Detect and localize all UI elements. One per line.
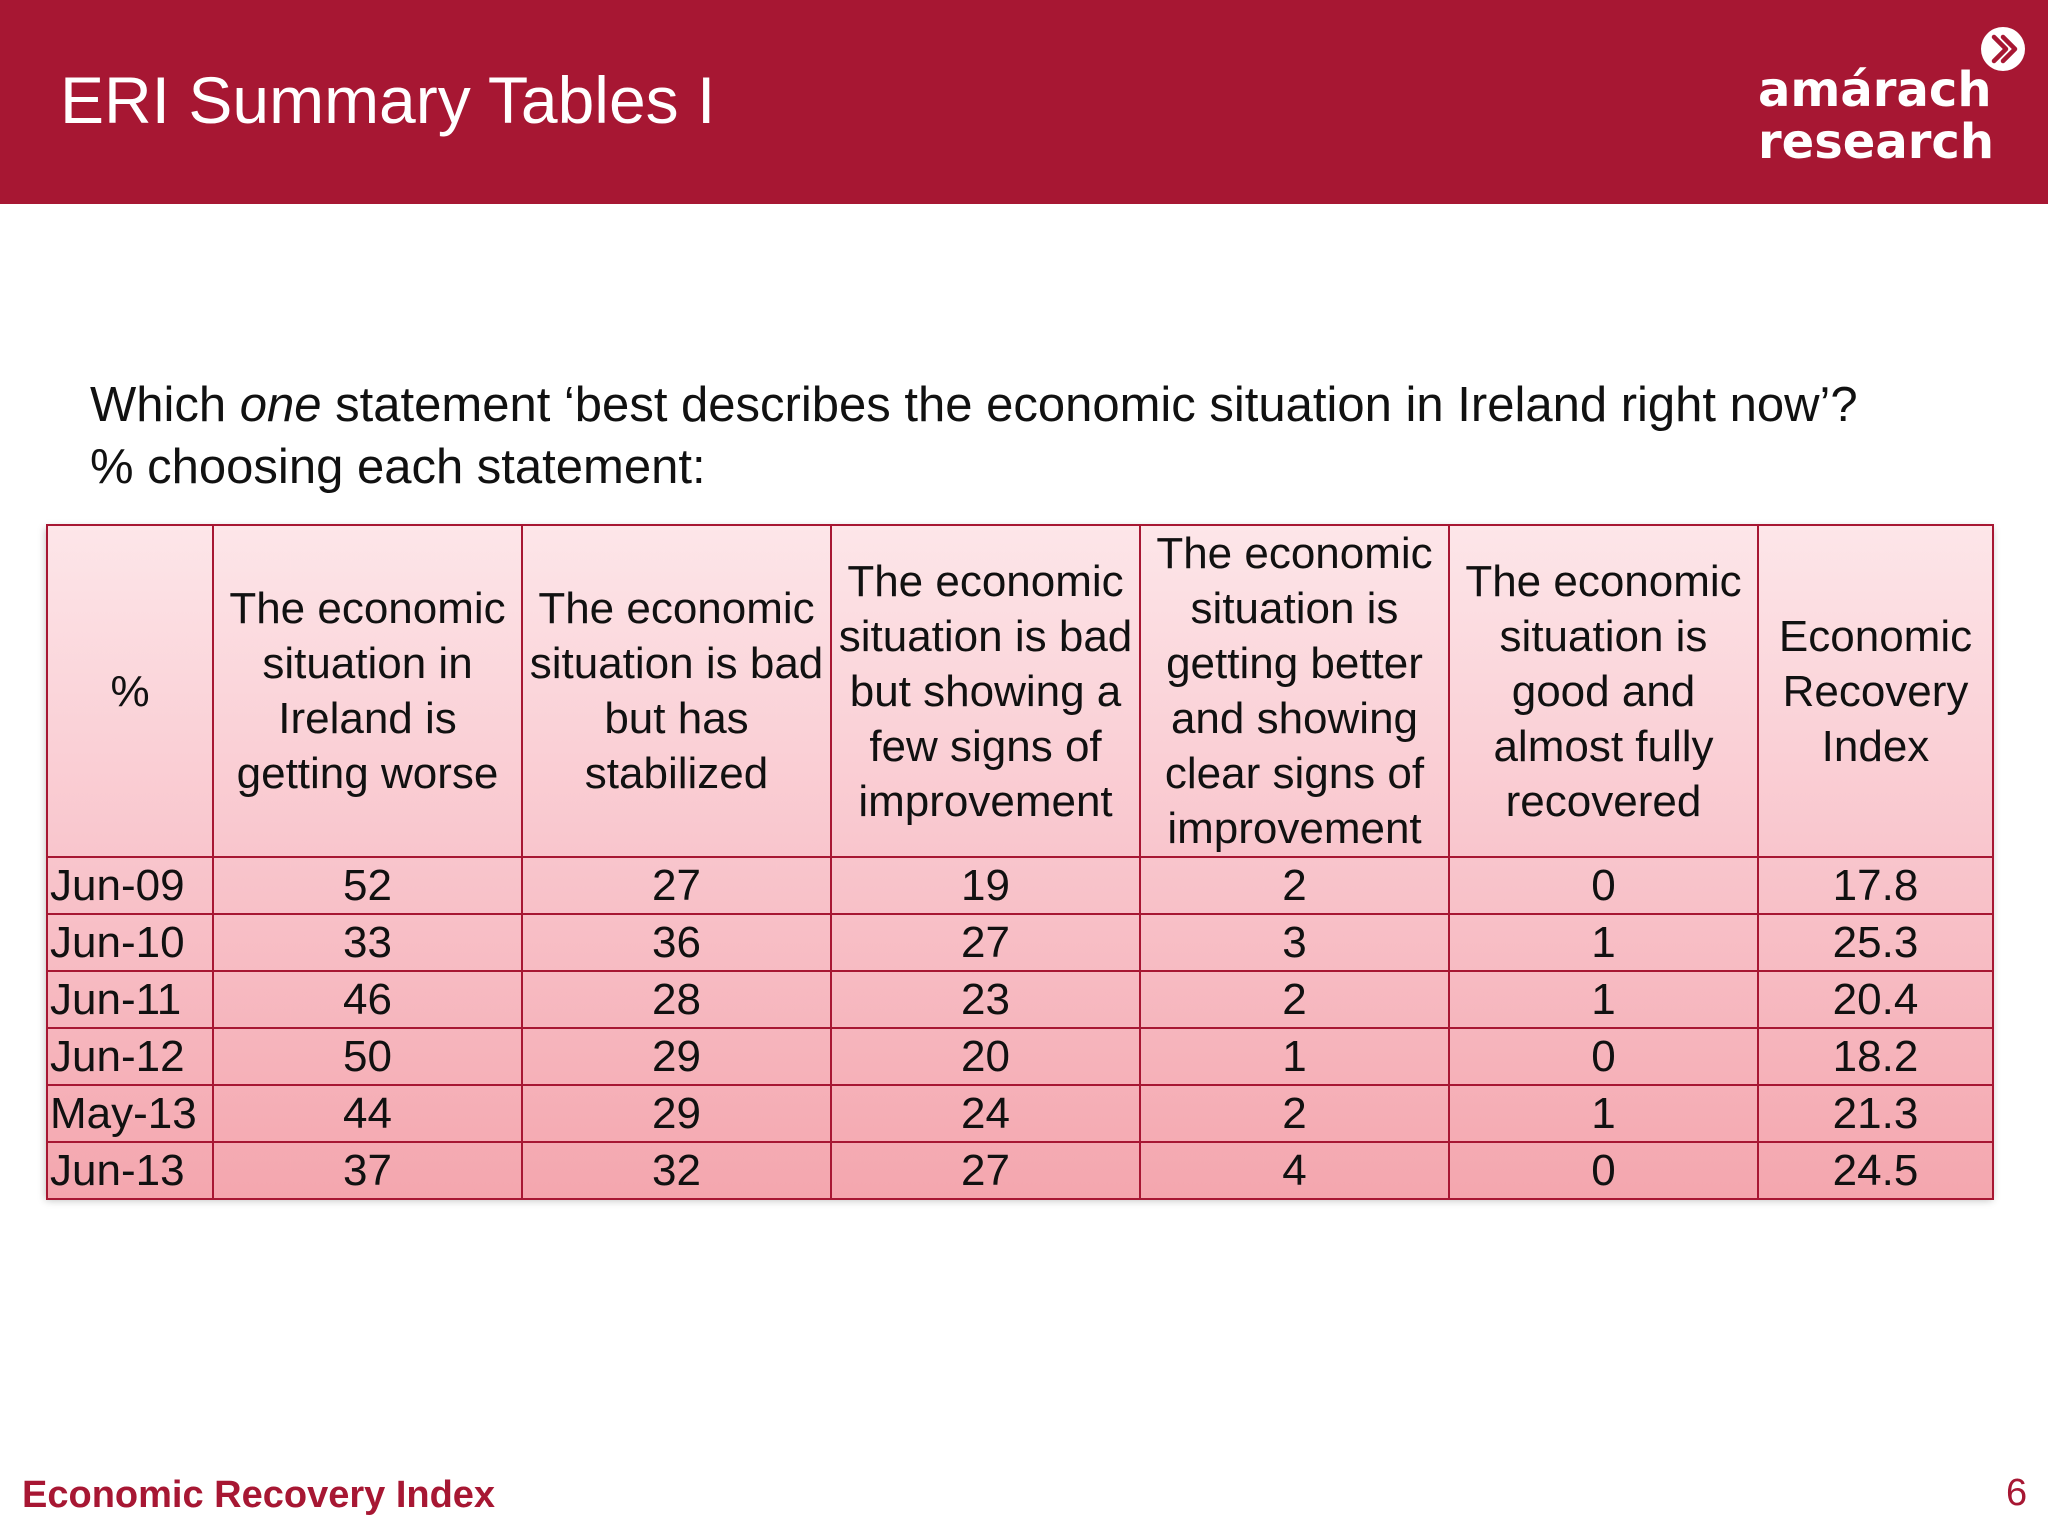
table-cell: 2	[1139, 856, 1450, 915]
table-cell: 20.4	[1757, 970, 1994, 1029]
table-cell: 28	[521, 970, 832, 1029]
question-prefix: Which	[90, 378, 240, 432]
logo-line-2: research	[1758, 114, 1995, 170]
page-number: 6	[2006, 1472, 2028, 1514]
table-cell: 17.8	[1757, 856, 1994, 915]
table-cell: 0	[1448, 856, 1759, 915]
table-cell: 24	[830, 1084, 1141, 1143]
column-header-eri: Economic Recovery Index	[1757, 524, 1994, 858]
row-label: Jun-13	[46, 1141, 214, 1200]
arrow-circle-icon	[1981, 27, 2025, 71]
table-cell: 1	[1139, 1027, 1450, 1086]
table-cell: 46	[212, 970, 523, 1029]
table-row: Jun-10 33 36 27 3 1 25.3	[46, 913, 1994, 972]
table-header-row: % The economic situation in Ireland is g…	[46, 524, 1994, 858]
table-cell: 0	[1448, 1141, 1759, 1200]
table-cell: 1	[1448, 913, 1759, 972]
table-cell: 3	[1139, 913, 1450, 972]
table-cell: 27	[830, 1141, 1141, 1200]
header-band	[0, 0, 2048, 204]
table-row: May-13 44 29 24 2 1 21.3	[46, 1084, 1994, 1143]
table-cell: 52	[212, 856, 523, 915]
table-cell: 33	[212, 913, 523, 972]
table-cell: 29	[521, 1084, 832, 1143]
column-header-clear-signs: The economic situation is getting better…	[1139, 524, 1450, 858]
summary-table-container: % The economic situation in Ireland is g…	[46, 524, 1994, 1200]
row-label: May-13	[46, 1084, 214, 1143]
table-cell: 27	[830, 913, 1141, 972]
row-label: Jun-12	[46, 1027, 214, 1086]
table-row: Jun-11 46 28 23 2 1 20.4	[46, 970, 1994, 1029]
column-header-fully-recovered: The economic situation is good and almos…	[1448, 524, 1759, 858]
column-header-percent: %	[46, 524, 214, 858]
slide-title: ERI Summary Tables I	[60, 63, 716, 137]
table-cell: 2	[1139, 1084, 1450, 1143]
table-row: Jun-09 52 27 19 2 0 17.8	[46, 856, 1994, 915]
table-cell: 37	[212, 1141, 523, 1200]
table-cell: 25.3	[1757, 913, 1994, 972]
table-cell: 32	[521, 1141, 832, 1200]
row-label: Jun-10	[46, 913, 214, 972]
column-header-few-signs: The economic situation is bad but showin…	[830, 524, 1141, 858]
footer-title: Economic Recovery Index	[22, 1474, 496, 1516]
question-emphasis: one	[239, 378, 322, 432]
table-cell: 36	[521, 913, 832, 972]
column-header-stabilized: The economic situation is bad but has st…	[521, 524, 832, 858]
table-cell: 0	[1448, 1027, 1759, 1086]
table-cell: 44	[212, 1084, 523, 1143]
table-cell: 20	[830, 1027, 1141, 1086]
table-cell: 23	[830, 970, 1141, 1029]
company-logo: amárach research	[1740, 18, 2040, 178]
table-cell: 4	[1139, 1141, 1450, 1200]
table-row: Jun-13 37 32 27 4 0 24.5	[46, 1141, 1994, 1200]
table-cell: 19	[830, 856, 1141, 915]
table-cell: 27	[521, 856, 832, 915]
table-cell: 29	[521, 1027, 832, 1086]
table-cell: 1	[1448, 1084, 1759, 1143]
row-label: Jun-09	[46, 856, 214, 915]
logo-wordmark: amárach research	[1758, 62, 1995, 170]
row-label: Jun-11	[46, 970, 214, 1029]
table-row: Jun-12 50 29 20 1 0 18.2	[46, 1027, 1994, 1086]
table-cell: 2	[1139, 970, 1450, 1029]
table-cell: 50	[212, 1027, 523, 1086]
table-cell: 24.5	[1757, 1141, 1994, 1200]
table-cell: 18.2	[1757, 1027, 1994, 1086]
column-header-getting-worse: The economic situation in Ireland is get…	[212, 524, 523, 858]
table-cell: 21.3	[1757, 1084, 1994, 1143]
table-cell: 1	[1448, 970, 1759, 1029]
question-line-1: Which one statement ‘best describes the …	[90, 374, 1990, 436]
logo-line-1: amárach	[1758, 62, 1992, 118]
question-suffix: statement ‘best describes the economic s…	[321, 378, 1858, 432]
question-text: Which one statement ‘best describes the …	[90, 374, 1990, 498]
question-line-2: % choosing each statement:	[90, 440, 706, 494]
summary-table: % The economic situation in Ireland is g…	[46, 524, 1994, 1200]
